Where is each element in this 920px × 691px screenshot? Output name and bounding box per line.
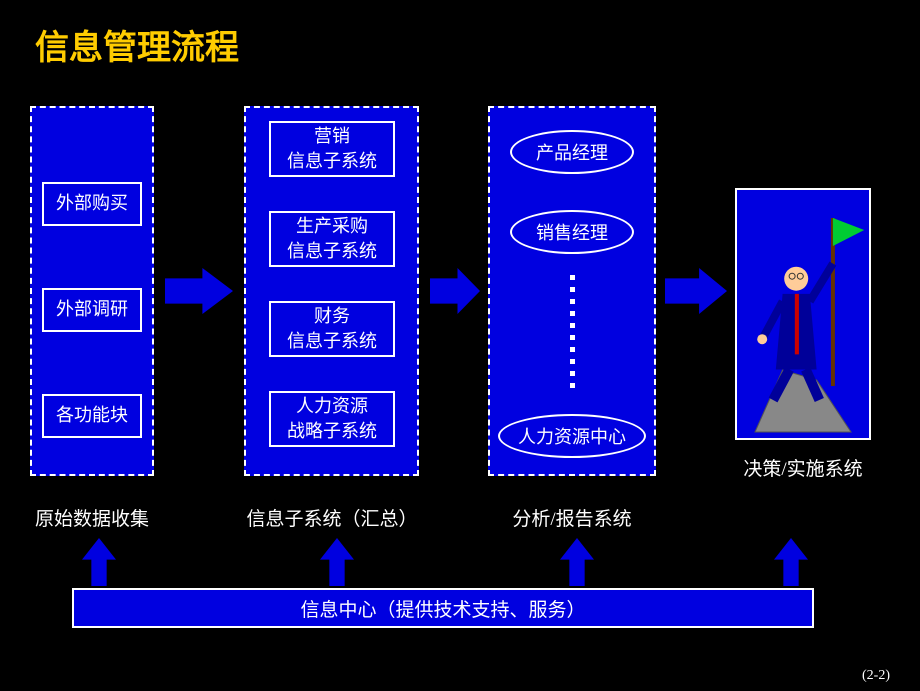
up-arrow-3: [774, 538, 808, 586]
column-label-2: 分析/报告系统: [488, 504, 656, 531]
h-arrow-0: [165, 268, 233, 314]
bottom-bar: 信息中心（提供技术支持、服务）: [72, 588, 814, 628]
up-arrow-1: [320, 538, 354, 586]
column-label-3: 决策/实施系统: [730, 454, 876, 481]
col1-box-2: 各功能块: [42, 394, 142, 438]
col2-box-1: 生产采购信息子系统: [269, 211, 395, 267]
column-label-0: 原始数据收集: [22, 504, 162, 531]
col1-box-1: 外部调研: [42, 288, 142, 332]
up-arrow-0: [82, 538, 116, 586]
col1-box-0: 外部购买: [42, 182, 142, 226]
col2-box-2: 财务信息子系统: [269, 301, 395, 357]
col3-ellipse-2: 人力资源中心: [498, 414, 646, 458]
up-arrow-2: [560, 538, 594, 586]
h-arrow-2: [665, 268, 727, 314]
slide-title: 信息管理流程: [35, 20, 239, 69]
col3-ellipse-0: 产品经理: [510, 130, 634, 174]
page-number: (2-2): [862, 668, 890, 684]
col2-box-0: 营销信息子系统: [269, 121, 395, 177]
vertical-dots: [570, 268, 576, 395]
col3-ellipse-1: 销售经理: [510, 210, 634, 254]
column-label-1: 信息子系统（汇总）: [222, 504, 442, 531]
decision-figure: [735, 188, 871, 440]
h-arrow-1: [430, 268, 480, 314]
col2-box-3: 人力资源战略子系统: [269, 391, 395, 447]
